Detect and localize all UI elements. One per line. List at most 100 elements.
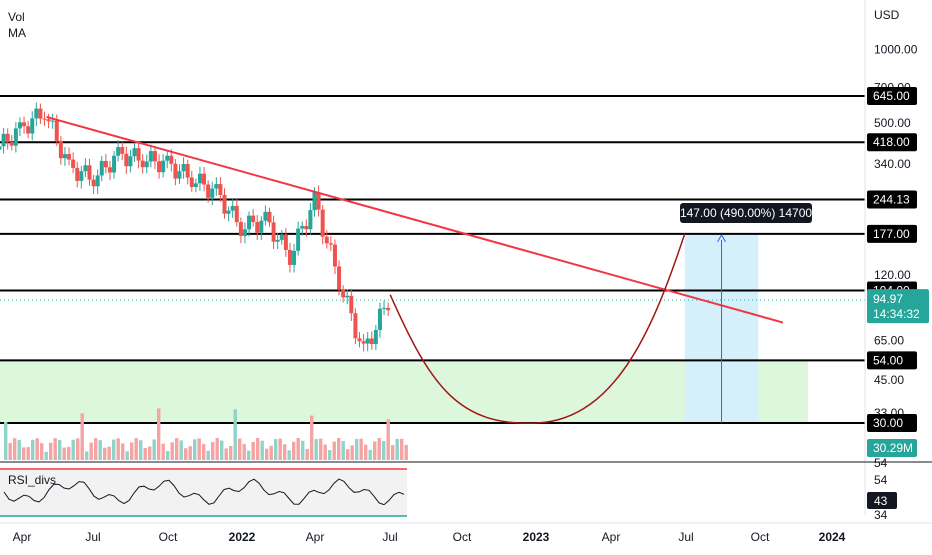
candle-body [324, 236, 329, 244]
candle-body [283, 234, 288, 250]
candle-body [230, 205, 235, 211]
candle-body [71, 159, 76, 168]
volume-bar [220, 440, 224, 460]
volume-bar [188, 446, 192, 460]
volume-bar [89, 442, 93, 460]
x-tick-label: Jul [85, 530, 100, 544]
candle-body [112, 155, 117, 173]
volume-bar [139, 440, 143, 460]
volume-bar [206, 450, 210, 460]
volume-bar [355, 438, 359, 460]
volume-bar [265, 448, 269, 460]
level-label: 645.00 [873, 89, 910, 103]
x-tick-label: Oct [751, 530, 770, 544]
candle-body [87, 165, 92, 180]
candle-body [54, 120, 59, 141]
candle-body [247, 215, 252, 230]
y-tick-label: 1000.00 [874, 42, 918, 56]
volume-bar [260, 440, 264, 460]
candle-body [312, 192, 317, 211]
current-price-label: 94.97 [873, 292, 903, 306]
candle-body [169, 155, 174, 164]
candle-body [332, 244, 337, 267]
volume-bar [85, 451, 89, 460]
volume-bar [71, 439, 75, 460]
x-tick-label: Oct [453, 530, 472, 544]
rsi-legend: RSI_divs [8, 473, 57, 487]
volume-bar [386, 419, 390, 460]
volume-label: 30.29M [873, 441, 913, 455]
volume-bar [274, 439, 278, 460]
volume-bar [193, 439, 197, 460]
volume-bar [179, 440, 183, 460]
candle-body [259, 220, 264, 233]
rsi-value-label: 43 [874, 494, 888, 508]
y-tick-label: 340.00 [874, 157, 911, 171]
x-tick-label: Oct [159, 530, 178, 544]
volume-bar [134, 438, 138, 460]
candle-body [255, 222, 260, 233]
candle-body [26, 126, 31, 134]
x-tick-label: Apr [306, 530, 325, 544]
candle-body [267, 211, 272, 223]
volume-bar [76, 438, 80, 460]
candle-body [22, 122, 27, 127]
candle-body [161, 160, 166, 173]
volume-bar [67, 446, 71, 460]
volume-bar [404, 444, 408, 460]
candle-body [226, 210, 231, 214]
ma-legend: MA [8, 26, 26, 40]
candle-body [13, 128, 18, 146]
candle-body [185, 163, 190, 178]
level-label-bg [867, 87, 917, 105]
volume-bar [8, 442, 12, 460]
volume-bar [17, 439, 21, 460]
volume-bar [116, 438, 120, 460]
candle-body [328, 243, 333, 245]
volume-bar [233, 409, 237, 460]
x-tick-label: Apr [602, 530, 621, 544]
vol-legend: Vol [8, 10, 25, 24]
volume-bar [310, 415, 314, 460]
level-label: 54.00 [873, 353, 903, 367]
volume-bar [175, 438, 179, 460]
x-tick-label: Jul [382, 530, 397, 544]
candle-body [287, 249, 292, 265]
candles [0, 102, 391, 352]
x-tick-label: 2023 [523, 530, 550, 544]
volume-bar [58, 440, 62, 460]
volume-bar [103, 447, 107, 460]
volume-bar [161, 443, 165, 460]
target-arrowhead [717, 233, 726, 243]
candle-body [382, 307, 387, 309]
volume-bar [202, 443, 206, 460]
candle-body [83, 165, 88, 172]
candle-body [189, 177, 194, 187]
candle-body [62, 154, 67, 159]
volume-bar [211, 442, 215, 460]
candle-body [132, 148, 137, 157]
candle-body [157, 161, 162, 173]
volume-bar [121, 443, 125, 460]
volume-bar [328, 450, 332, 460]
volume-bar [40, 443, 44, 460]
volume-bar [395, 438, 399, 460]
candle-body [369, 338, 374, 345]
volume-bar [364, 444, 368, 460]
candle-body [337, 266, 342, 290]
candle-body [30, 118, 35, 134]
candle-body [377, 308, 382, 330]
volume-bar [269, 445, 273, 460]
volume-bar [98, 440, 102, 460]
level-label-bg [867, 414, 917, 432]
volume-bar [337, 438, 341, 460]
candle-body [128, 156, 133, 167]
volume-bar [278, 438, 282, 460]
volume-bar [256, 438, 260, 460]
level-label-bg [867, 133, 917, 152]
current-price-bg [867, 289, 929, 324]
candle-body [95, 175, 100, 187]
volume-bar [44, 451, 48, 460]
